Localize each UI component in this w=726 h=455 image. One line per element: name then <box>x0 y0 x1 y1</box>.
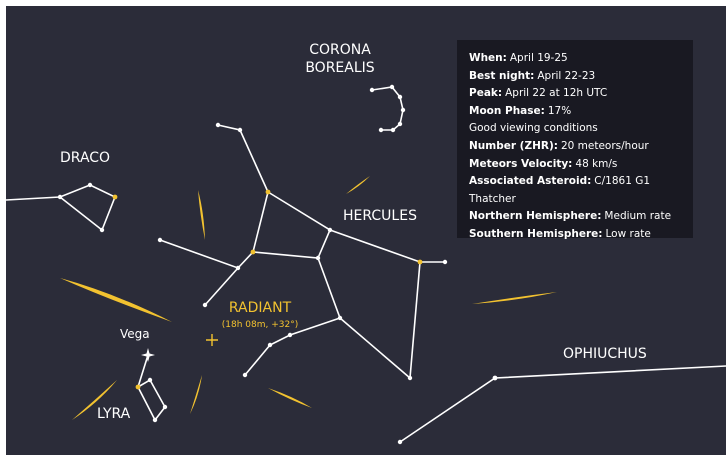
lyra-lines <box>137 354 149 388</box>
info-label: Number (ZHR): <box>469 139 558 152</box>
meteor <box>472 292 557 304</box>
info-label: Associated Asteroid: <box>469 175 592 188</box>
radiant-label: RADIANT <box>229 300 292 316</box>
meteor <box>268 388 312 408</box>
star <box>215 122 221 128</box>
star <box>400 107 406 113</box>
meteors <box>60 176 557 420</box>
labels: CORONA BOREALIS DRACO HERCULES Vega LYRA… <box>60 42 647 422</box>
star <box>147 377 153 383</box>
constellation-label: BOREALIS <box>305 60 374 76</box>
star <box>250 249 256 255</box>
info-value: Low rate <box>605 227 651 240</box>
star <box>287 332 293 338</box>
star <box>327 227 333 233</box>
star <box>337 315 343 321</box>
star <box>492 375 498 381</box>
hercules-leg <box>244 317 341 376</box>
draco-lines <box>6 184 117 232</box>
star <box>390 127 396 133</box>
star <box>152 417 158 423</box>
star <box>235 265 241 271</box>
star <box>99 227 105 233</box>
star <box>315 255 321 261</box>
info-row: Meteors Velocity: 48 km/s <box>469 156 693 174</box>
info-value: 17% <box>547 104 572 117</box>
star-label: Vega <box>120 327 150 341</box>
star <box>407 375 413 381</box>
info-label: Moon Phase: <box>469 104 545 117</box>
info-value: 20 meteors/hour <box>560 139 649 152</box>
meteor <box>198 190 205 240</box>
info-label: Southern Hemisphere: <box>469 227 603 240</box>
vega-star <box>141 348 155 362</box>
star <box>369 87 375 93</box>
info-value: Medium rate <box>604 210 672 223</box>
info-value: April 19-25 <box>509 52 568 64</box>
info-row: Moon Phase: 17% <box>469 103 693 121</box>
info-value: April 22-23 <box>537 69 596 82</box>
info-row: Associated Asteroid: C/1861 G1 Thatcher <box>469 173 693 208</box>
info-row: Northern Hemisphere: Medium rate <box>469 208 693 226</box>
star <box>378 127 384 133</box>
star <box>267 342 273 348</box>
star <box>397 94 403 100</box>
constellation-label: CORONA <box>309 42 371 58</box>
info-value: C/1861 G1 Thatcher <box>469 175 651 205</box>
info-label: Best night: <box>469 69 535 82</box>
info-row: Southern Hemisphere: Low rate <box>469 226 693 244</box>
info-row: Peak: April 22 at 12h UTC <box>469 85 693 103</box>
star <box>202 302 208 308</box>
star <box>237 127 243 133</box>
info-value: 48 km/s <box>575 157 618 170</box>
star <box>57 194 63 200</box>
yellow-stars <box>112 189 423 390</box>
info-label: Peak: <box>469 87 503 100</box>
info-label: Meteors Velocity: <box>469 157 573 170</box>
star <box>397 439 403 445</box>
radiant-marker <box>206 334 218 346</box>
constellation-label: DRACO <box>60 150 110 166</box>
star <box>417 259 423 265</box>
info-value: April 22 at 12h UTC <box>505 87 608 100</box>
info-panel: When: April 19-25 Best night: April 22-23 Pe… <box>457 40 693 240</box>
star <box>87 182 93 188</box>
radiant-coords: (18h 08m, +32°) <box>222 320 298 330</box>
info-label: When: <box>469 52 507 64</box>
constellation-label: LYRA <box>97 406 131 422</box>
info-row: Good viewing conditions <box>469 120 693 138</box>
info-value: Good viewing conditions <box>469 122 598 135</box>
info-row: Best night: April 22-23 <box>469 68 693 86</box>
constellation-label: OPHIUCHUS <box>563 346 647 362</box>
star <box>135 384 141 390</box>
star <box>157 237 163 243</box>
meteor <box>60 278 172 322</box>
star <box>442 259 448 265</box>
info-label: Northern Hemisphere: <box>469 210 602 223</box>
star <box>265 189 271 195</box>
meteor <box>346 176 370 194</box>
info-row: When: April 19-25 <box>469 50 693 68</box>
hercules-arm <box>204 267 239 306</box>
info-row: Number (ZHR): 20 meteors/hour <box>469 138 693 156</box>
star <box>242 372 248 378</box>
star <box>112 194 118 200</box>
stars <box>57 84 498 445</box>
constellation-label: HERCULES <box>343 208 417 224</box>
star <box>162 404 168 410</box>
star <box>389 84 395 90</box>
star <box>397 121 403 127</box>
hercules-leg <box>317 257 421 380</box>
